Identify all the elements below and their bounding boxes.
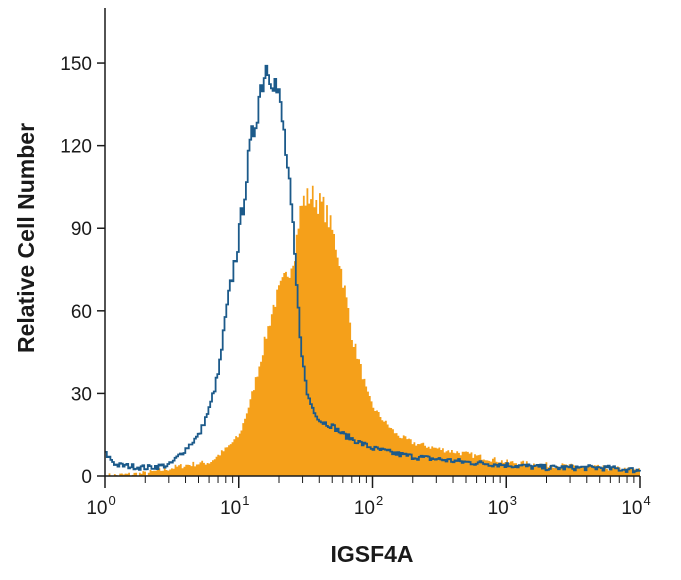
- y-tick-label: 0: [81, 467, 92, 488]
- x-tick-label: 103: [488, 493, 517, 519]
- series-filled-histogram: [105, 185, 640, 476]
- y-tick-label: 90: [71, 219, 92, 240]
- y-tick-label: 60: [71, 302, 92, 323]
- x-axis-label: IGSF4A: [330, 541, 413, 567]
- series-outline-histogram: [105, 64, 641, 474]
- x-tick-label: 104: [621, 493, 650, 519]
- x-axis-ticks: 100 101 102 103 104: [86, 476, 651, 519]
- y-tick-label: 150: [60, 54, 92, 75]
- x-tick-label: 100: [86, 493, 115, 519]
- x-tick-label: 101: [220, 493, 249, 519]
- y-tick-label: 30: [71, 384, 92, 405]
- y-axis-ticks: 0 30 60 90 120 150: [60, 54, 105, 488]
- y-tick-label: 120: [60, 137, 92, 158]
- x-tick-label: 102: [354, 493, 383, 519]
- y-axis-label: Relative Cell Number: [13, 123, 39, 353]
